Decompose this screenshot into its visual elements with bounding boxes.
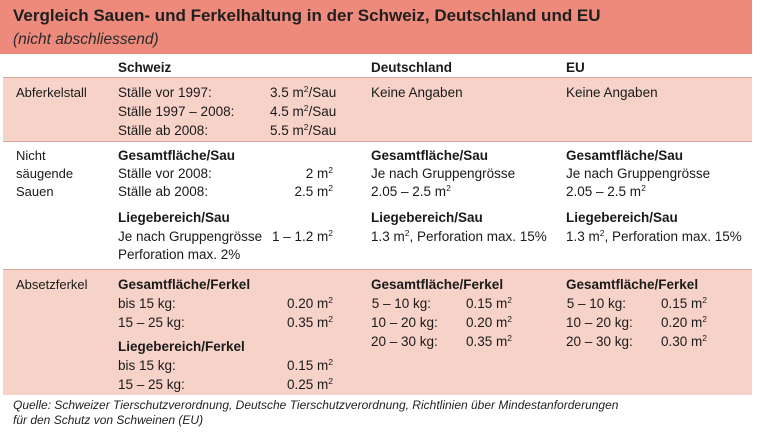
cell-text: Ställe ab 2008: [118,184,209,199]
row-divider [3,269,752,270]
row-label-sauen: Sauen [16,184,54,199]
cell-value: 4.5 m2/Sau [270,103,337,119]
row-label-sauen: Nicht [16,148,46,163]
cell-value: 2.05 – 2.5 m2 [566,183,646,199]
cell-text: bis 15 kg: [118,358,176,373]
cell-value: 0.15 m2 [660,295,707,311]
cell-text: 20 – 30 kg: [566,334,633,349]
cell-text: Perforation max. 2% [118,247,241,262]
cell-value: 1.3 m2, Perforation max. 15% [371,228,547,244]
cell-text: 15 – 25 kg: [118,315,185,330]
subheader: Liegebereich/Sau [118,210,230,225]
subheader: Gesamtfläche/Sau [118,148,236,163]
cell-text: 10 – 20 kg: [371,315,438,330]
source-line: für den Schutz von Schweinen (EU) [13,413,204,427]
cell-value: 2.5 m2 [294,183,334,199]
cell-value: 0.20 m2 [286,295,333,311]
subheader: Gesamtfläche/Ferkel [118,277,251,292]
cell-value: 3.5 m2/Sau [270,84,337,100]
cell-text: Keine Angaben [566,85,658,100]
cell-text: 5 – 10 kg: [566,296,626,311]
cell-text: Je nach Gruppengrösse [118,229,263,244]
column-header-deutschland: Deutschland [371,60,453,75]
cell-value: 5.5 m2/Sau [270,122,337,138]
subheader: Gesamtfläche/Sau [566,148,684,163]
cell-value: 2.05 – 2.5 m2 [371,183,451,199]
cell-value: 0.30 m2 [660,333,707,349]
cell-value: 0.15 m2 [286,357,333,373]
cell-text: Ställe vor 2008: [118,166,212,181]
row-divider [3,77,752,78]
subheader: Gesamtfläche/Sau [371,148,489,163]
subheader: Liegebereich/Ferkel [118,339,245,354]
cell-value: 1 – 1.2 m2 [271,228,333,244]
cell-value: 0.35 m2 [286,314,333,330]
column-header-eu: EU [566,60,585,75]
source-line: Quelle: Schweizer Tierschutzverordnung, … [13,398,619,412]
cell-text: 5 – 10 kg: [371,296,431,311]
row-divider [3,141,752,142]
row-label-sauen: säugende [16,166,74,181]
cell-value: 0.25 m2 [286,376,333,392]
column-header-schweiz: Schweiz [118,60,172,75]
cell-text: Keine Angaben [371,85,463,100]
cell-value: 1.3 m2, Perforation max. 15% [566,228,742,244]
cell-text: bis 15 kg: [118,296,176,311]
cell-text: Je nach Gruppengrösse [371,166,516,181]
cell-text: 15 – 25 kg: [118,377,185,392]
cell-value: 2 m2 [305,165,333,181]
cell-text: 20 – 30 kg: [371,334,438,349]
cell-value: 0.15 m2 [465,295,512,311]
cell-text: Ställe vor 1997: [118,85,212,100]
cell-text: 10 – 20 kg: [566,315,633,330]
subheader: Gesamtfläche/Ferkel [566,277,699,292]
row-label-abferkelstall: Abferkelstall [16,85,87,100]
subheader: Liegebereich/Sau [566,210,678,225]
subheader: Gesamtfläche/Ferkel [371,277,504,292]
source-note: Quelle: Schweizer Tierschutzverordnung, … [13,398,618,428]
cell-value: 0.35 m2 [465,333,512,349]
cell-text: Je nach Gruppengrösse [566,166,711,181]
row-band-absetzferkel [3,270,752,395]
page-title: Vergleich Sauen- und Ferkelhaltung in de… [13,6,601,25]
cell-value: 0.20 m2 [465,314,512,330]
subheader: Liegebereich/Sau [371,210,483,225]
cell-text: Ställe ab 2008: [118,123,209,138]
cell-value: 0.20 m2 [660,314,707,330]
row-band-abferkelstall [3,77,752,141]
title-bar [0,0,752,54]
row-label-absetzferkel: Absetzferkel [16,277,88,292]
page-subtitle: (nicht abschliessend) [13,31,159,48]
cell-text: Ställe 1997 – 2008: [118,104,235,119]
